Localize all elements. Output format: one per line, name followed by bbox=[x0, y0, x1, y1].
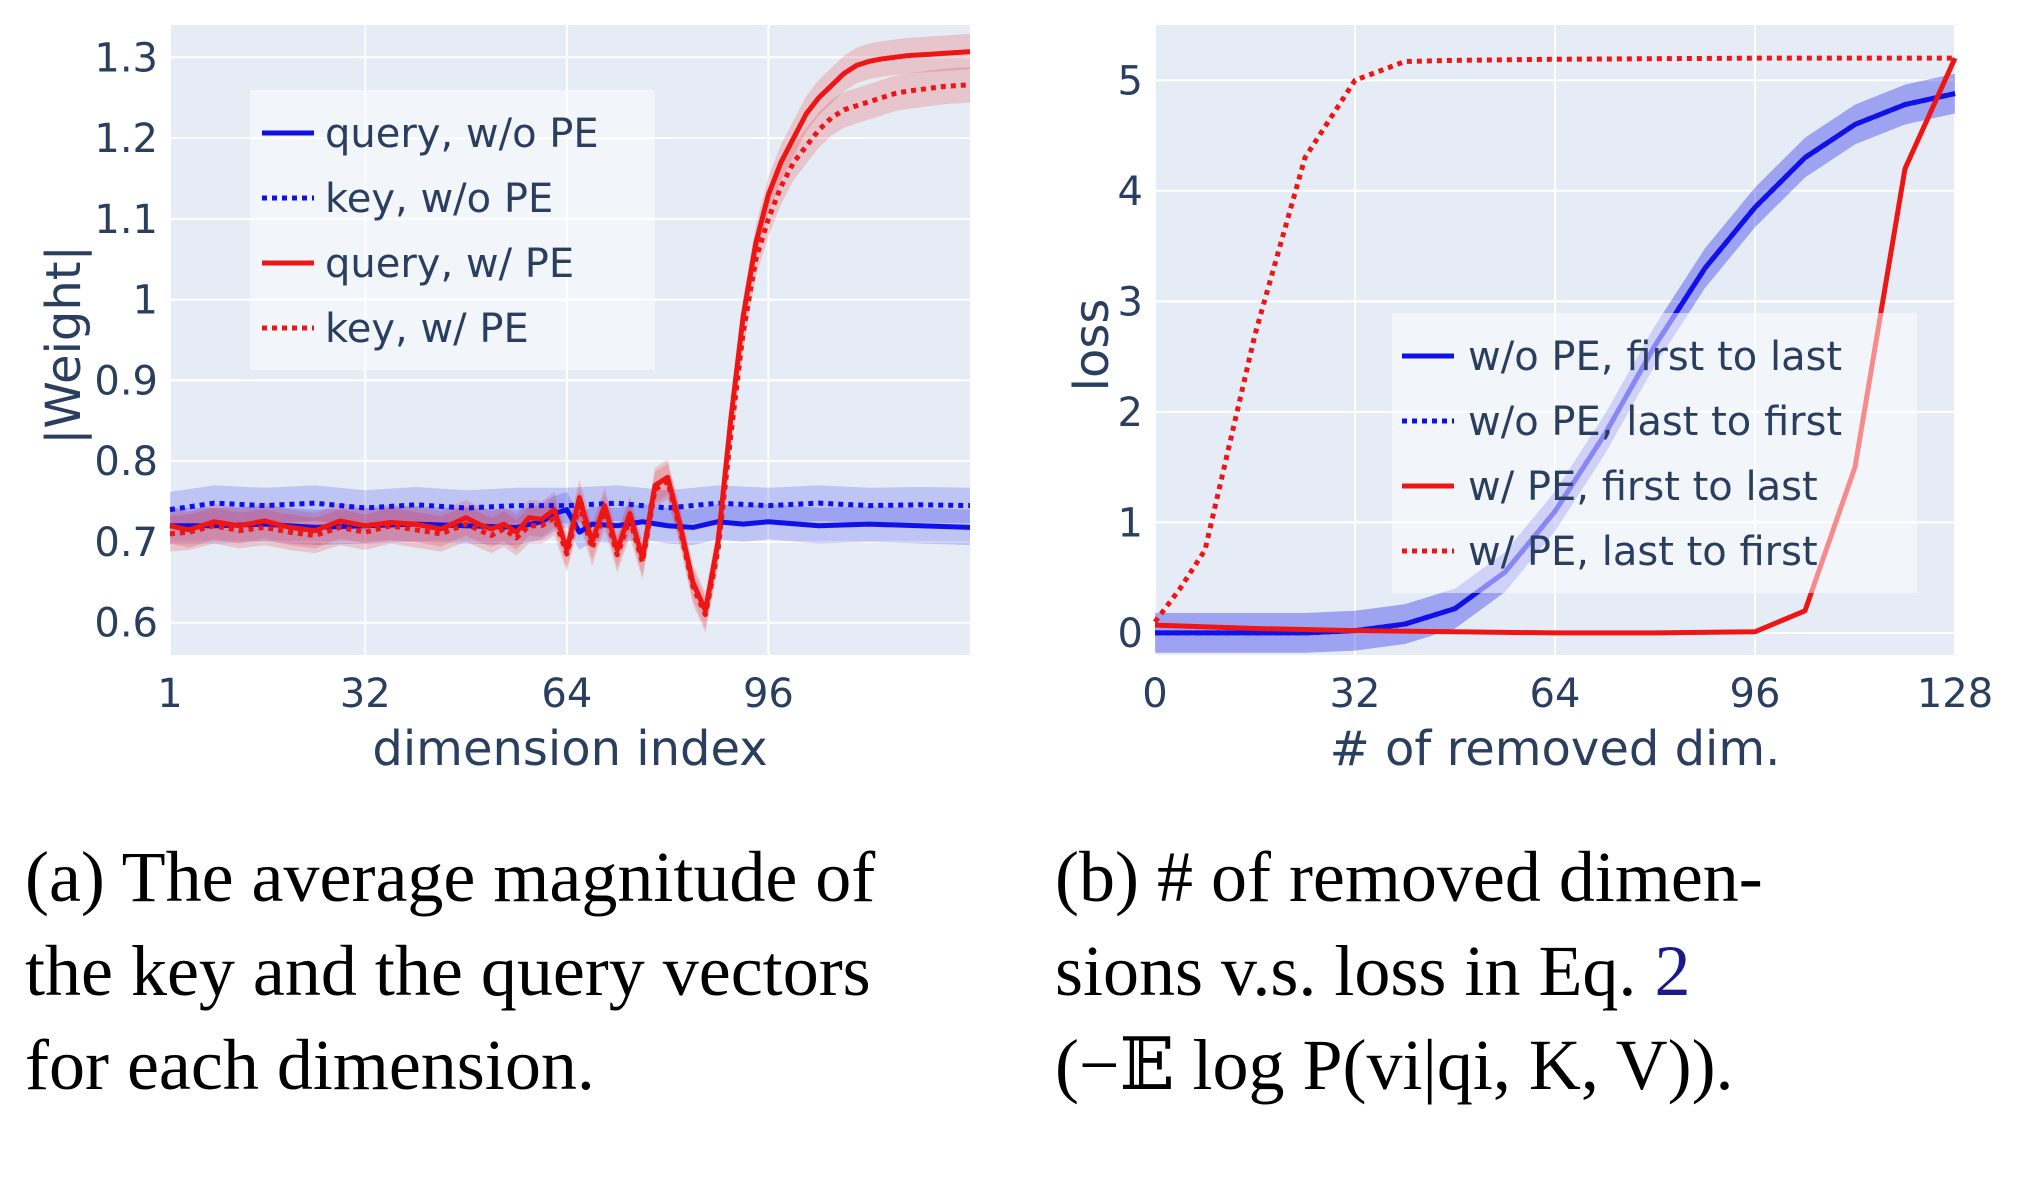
chart-a-y-tick-label: 1 bbox=[133, 278, 158, 324]
caption-b-word: removed bbox=[1288, 837, 1541, 917]
chart-a-y-tick-label: 1.2 bbox=[94, 116, 158, 162]
chart-b-legend-box bbox=[1392, 313, 1917, 593]
chart-a-y-ticks: 0.6 0.7 0.8 0.9 1 1.1 1.2 1.3 bbox=[94, 35, 158, 646]
chart-b-legend-label: w/ PE, first to last bbox=[1468, 464, 1818, 510]
caption-b-line-3: (−𝔼 log P(vi|qi, K, V)). bbox=[1055, 1025, 1734, 1105]
equation-ref-link[interactable]: 2 bbox=[1654, 931, 1691, 1011]
chart-b-x-tick-label: 32 bbox=[1330, 671, 1381, 717]
chart-b-y-tick-label: 0 bbox=[1118, 611, 1143, 657]
chart-b-series-4-line bbox=[1153, 55, 1955, 624]
chart-a-y-tick-label: 0.6 bbox=[94, 601, 158, 647]
chart-b-y-tick-label: 2 bbox=[1118, 390, 1143, 436]
chart-b-x-axis-label: # of removed dim. bbox=[1330, 721, 1781, 777]
chart-a-x-tick-label: 32 bbox=[340, 671, 391, 717]
chart-b-y-tick-label: 1 bbox=[1118, 500, 1143, 546]
chart-b-y-tick-label: 5 bbox=[1118, 58, 1143, 104]
chart-a-y-tick-label: 0.8 bbox=[94, 439, 158, 485]
chart-a-lines bbox=[169, 49, 971, 618]
chart-b-x-tick-label: 0 bbox=[1142, 671, 1167, 717]
chart-a-x-tick-label: 1 bbox=[157, 671, 182, 717]
chart-b-legend-label: w/ PE, last to first bbox=[1468, 529, 1818, 575]
chart-a-x-axis-label: dimension index bbox=[372, 721, 767, 777]
chart-a-y-axis-label: |Weight| bbox=[36, 245, 92, 445]
caption-a-line-2: the key and the query vectors bbox=[25, 931, 871, 1011]
caption-b-word: loss bbox=[1334, 931, 1447, 1011]
chart-a-legend: query, w/o PE key, w/o PE query, w/ PE key,… bbox=[250, 90, 655, 370]
chart-b-legend-label: w/o PE, last to first bbox=[1468, 399, 1842, 445]
figure: 1 32 64 96 0.60.70.80.911.11.21.3 dimension… bbox=[36, 25, 1993, 777]
chart-b: 0 32 64 96 128 0 1 2 3 4 5 # of removed dim. loss… bbox=[1064, 25, 1993, 777]
caption-b-word: Eq. bbox=[1538, 931, 1637, 1011]
caption-a: (a) The average magnitude of the key and… bbox=[25, 830, 975, 1112]
chart-b-y-tick-label: 3 bbox=[1118, 279, 1143, 325]
caption-b-word: sions bbox=[1055, 931, 1204, 1011]
chart-a-legend-label: query, w/ PE bbox=[325, 241, 574, 287]
chart-b-x-ticks: 0 32 64 96 128 bbox=[1142, 671, 1993, 717]
caption-a-line-3: for each dimension. bbox=[25, 1025, 595, 1105]
chart-b-y-axis-label: loss bbox=[1064, 299, 1120, 392]
chart-b-x-tick-label: 64 bbox=[1530, 671, 1581, 717]
chart-b-x-tick-label: 96 bbox=[1730, 671, 1781, 717]
chart-b-gridlines bbox=[1154, 25, 1956, 655]
chart-a-y-tick-label: 1.3 bbox=[94, 35, 158, 81]
chart-b-series-2-confidence-band bbox=[1155, 73, 1955, 653]
caption-b-word: (b) bbox=[1055, 837, 1139, 917]
caption-a-line-1: (a) The average magnitude of bbox=[25, 837, 876, 917]
caption-b-word: dimen- bbox=[1558, 837, 1763, 917]
chart-a-x-tick-label: 96 bbox=[743, 671, 794, 717]
chart-b-series-1-confidence-band bbox=[1155, 73, 1955, 653]
chart-a-legend-label: query, w/o PE bbox=[325, 111, 599, 157]
chart-a-series-3-confidence-band bbox=[170, 33, 970, 629]
chart-a-legend-label: key, w/ PE bbox=[325, 306, 529, 352]
caption-b-word: of bbox=[1210, 837, 1271, 917]
chart-a-y-tick-label: 1.1 bbox=[94, 197, 158, 243]
chart-a-x-tick-label: 64 bbox=[541, 671, 592, 717]
caption-b-word: v.s. bbox=[1221, 931, 1317, 1011]
caption-b-line-1: (b) # of removed dimen- bbox=[1055, 830, 1995, 924]
chart-a: 1 32 64 96 0.6 0.7 0.8 0.9 1 1.1 1.2 1.3 dimension… bbox=[36, 25, 971, 777]
chart-b-bands bbox=[1155, 73, 1955, 653]
chart-b-legend-label: w/o PE, first to last bbox=[1468, 334, 1842, 380]
caption-b-word: # bbox=[1156, 837, 1193, 917]
chart-b-y-tick-label: 4 bbox=[1118, 169, 1143, 215]
chart-a-legend-box bbox=[250, 90, 655, 370]
chart-a-x-ticks: 1 32 64 96 bbox=[157, 671, 794, 717]
chart-a-series-4-confidence-band bbox=[170, 67, 970, 633]
caption-b-word: in bbox=[1464, 931, 1521, 1011]
chart-b-x-tick-label: 128 bbox=[1917, 671, 1993, 717]
chart-a-legend-label: key, w/o PE bbox=[325, 176, 553, 222]
chart-a-y-tick-label: 0.9 bbox=[94, 358, 158, 404]
chart-a-y-tick-label: 0.7 bbox=[94, 520, 158, 566]
chart-b-legend: w/o PE, first to last w/o PE, last to fir… bbox=[1392, 313, 1917, 593]
caption-b: (b) # of removed dimen- sions v.s. loss … bbox=[1055, 830, 1995, 1112]
caption-b-line-2: sions v.s. loss in Eq. 2 bbox=[1055, 924, 1995, 1018]
chart-b-y-ticks: 0 1 2 3 4 5 bbox=[1118, 58, 1143, 657]
